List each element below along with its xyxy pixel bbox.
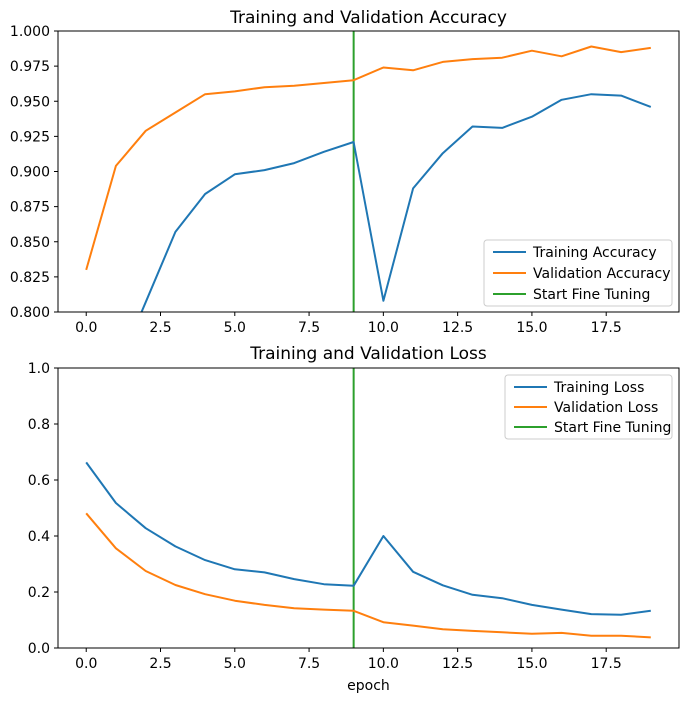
legend-label: Start Fine Tuning — [533, 287, 650, 303]
x-tick-label: 7.5 — [298, 656, 320, 672]
y-tick-label: 0.800 — [10, 305, 50, 321]
y-tick-label: 0.825 — [10, 270, 50, 286]
accuracy-chart: 0.0 2.5 5.0 7.5 10.0 12.5 15.0 17.5 0.800 0.825 0.… — [10, 24, 680, 336]
x-tick-label: 2.5 — [149, 656, 171, 672]
legend-item-validation-accuracy: Validation Accuracy — [493, 266, 671, 282]
x-tick-label: 15.0 — [516, 320, 547, 336]
x-tick-label: 17.5 — [591, 320, 622, 336]
legend-label: Validation Accuracy — [533, 266, 671, 282]
y-tick-label: 0.4 — [28, 529, 50, 545]
legend-label: Training Accuracy — [532, 245, 657, 261]
y-tick-label: 0.6 — [28, 473, 50, 489]
x-tick-label: 12.5 — [442, 320, 473, 336]
legend-box — [504, 374, 673, 440]
y-tick-label: 0.0 — [28, 641, 50, 657]
validation-loss-line — [85, 512, 651, 639]
y-tick-label: 1.0 — [28, 361, 50, 377]
subplots: 0.0 2.5 5.0 7.5 10.0 12.5 15.0 17.5 0.800 0.825 0.… — [10, 24, 680, 672]
accuracy-chart-title: Training and Validation Accuracy — [229, 8, 507, 28]
x-tick-label: 17.5 — [591, 656, 622, 672]
training-accuracy-line — [140, 93, 652, 312]
legend-item-start-fine-tuning: Start Fine Tuning — [514, 420, 671, 436]
loss-chart-title: Training and Validation Loss — [249, 344, 487, 364]
x-tick-label: 7.5 — [298, 320, 320, 336]
legend-box — [483, 239, 673, 307]
y-tick-label: 0.975 — [10, 59, 50, 75]
legend: Training Accuracy Validation Accuracy Star… — [483, 239, 673, 307]
legend-item-training-accuracy: Training Accuracy — [493, 245, 657, 261]
x-tick-label: 12.5 — [442, 656, 473, 672]
y-tick-label: 0.950 — [10, 94, 50, 110]
legend-label: Start Fine Tuning — [554, 420, 671, 436]
y-tick-label: 0.900 — [10, 165, 50, 181]
x-tick-label: 2.5 — [149, 320, 171, 336]
loss-chart: 0.0 2.5 5.0 7.5 10.0 12.5 15.0 17.5 0.0 0.2 0.4 0.6… — [28, 361, 680, 672]
x-tick-label: 15.0 — [516, 656, 547, 672]
legend-label: Training Loss — [553, 380, 644, 396]
x-tick-label: 10.0 — [368, 320, 399, 336]
validation-accuracy-line — [85, 45, 651, 271]
x-tick-label: 5.0 — [224, 320, 246, 336]
y-tick-label: 0.875 — [10, 200, 50, 216]
training-loss-line — [85, 461, 651, 616]
y-tick-label: 0.8 — [28, 417, 50, 433]
x-tick-label: 5.0 — [224, 656, 246, 672]
legend-item-validation-loss: Validation Loss — [514, 400, 658, 416]
legend-label: Validation Loss — [554, 400, 658, 416]
y-tick-label: 1.000 — [10, 24, 50, 40]
legend-item-start-fine-tuning: Start Fine Tuning — [493, 287, 650, 303]
y-tick-label: 0.850 — [10, 235, 50, 251]
x-tick-label: 0.0 — [75, 320, 97, 336]
legend: Training Loss Validation Loss Start Fine T… — [504, 374, 673, 440]
x-tick-label: 10.0 — [368, 656, 399, 672]
y-tick-label: 0.925 — [10, 129, 50, 145]
axes-frame — [57, 367, 680, 649]
legend-item-training-loss: Training Loss — [514, 380, 644, 396]
y-tick-label: 0.2 — [28, 585, 50, 601]
x-tick-label: 0.0 — [75, 656, 97, 672]
x-axis-label: epoch — [347, 678, 390, 694]
